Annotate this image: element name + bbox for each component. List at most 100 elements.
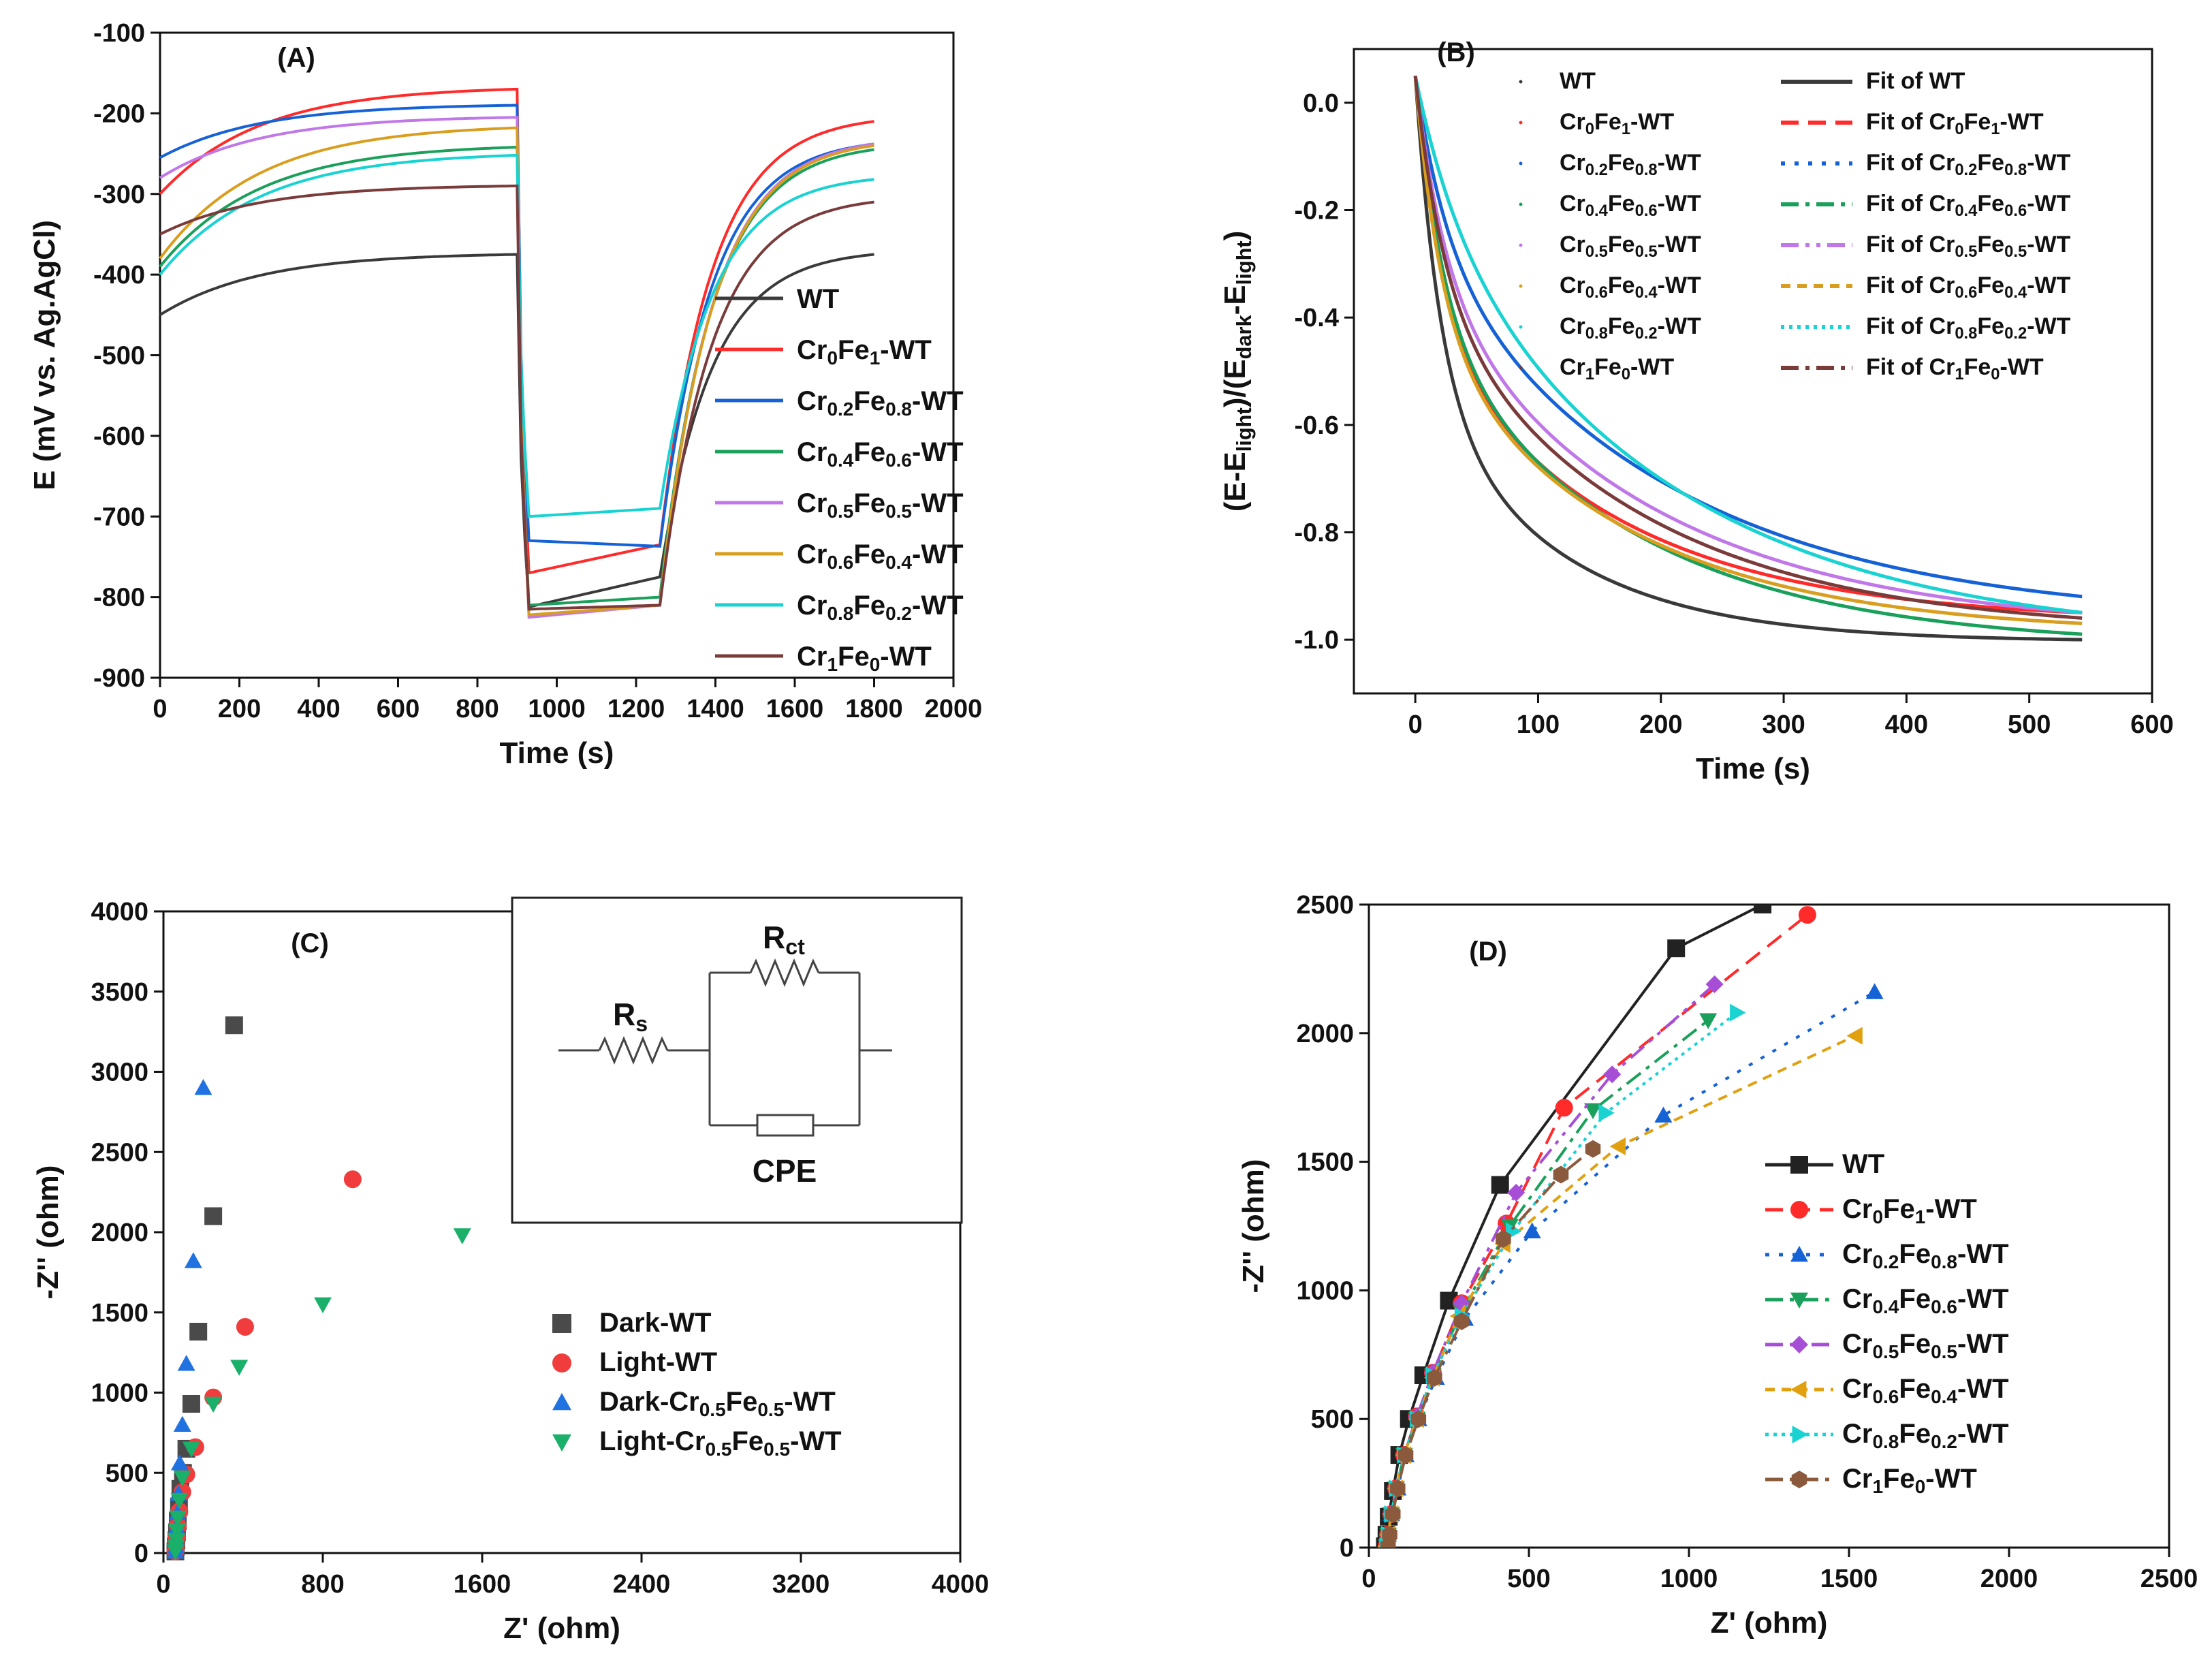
text-span: Fit of Cr [1866, 354, 1955, 380]
text-span: 1 [870, 347, 881, 369]
text-span: Fe [1899, 1374, 1931, 1404]
y-tick-label: 1000 [1296, 1276, 1354, 1305]
text-span: -WT [784, 1387, 836, 1417]
text-span: Fe [853, 488, 885, 518]
text-span: 0.5 [1931, 1341, 1957, 1362]
legend-entry: Light-WT [599, 1347, 717, 1377]
text-span: Fe [1883, 1464, 1915, 1494]
text-span: Fe [1594, 354, 1622, 380]
plot-frame [1353, 48, 2153, 695]
text-span: 0.4 [1585, 202, 1609, 220]
series-line [1385, 983, 1716, 1547]
y-tick-label: -800 [93, 584, 145, 612]
text-span: -WT [1957, 1329, 2009, 1359]
circuit-box [511, 896, 963, 1224]
text-span: Cr [797, 437, 827, 467]
text-span: Cr [797, 386, 827, 416]
text-span: Light-Cr [599, 1426, 706, 1456]
text-span: 0.8 [1955, 324, 1977, 343]
data-point [1865, 983, 1884, 999]
legend-marker [1790, 1292, 1808, 1308]
text-span: 0 [870, 654, 881, 675]
data-point [204, 1396, 223, 1413]
text-span: 0.2 [827, 398, 853, 420]
text-span: R [613, 997, 635, 1032]
text-span: Cr [1842, 1194, 1872, 1224]
text-span: (E-E [1218, 452, 1252, 512]
text-span: 0.4 [1635, 283, 1658, 302]
y-tick-label: 0 [1340, 1534, 1354, 1563]
text-span: -WT [880, 642, 932, 672]
legend-marker [1519, 80, 1523, 84]
panel-title: (D) [1469, 937, 1507, 967]
text-span: Light-WT [599, 1347, 717, 1377]
fit-curve [1414, 76, 2083, 625]
data-point [1427, 1368, 1442, 1387]
x-tick-label: 2500 [2140, 1565, 2198, 1593]
data-point [1382, 1526, 1397, 1544]
legend-entry: Dark-WT [599, 1308, 711, 1338]
text-span: 1 [1585, 365, 1594, 383]
text-span: 0.5 [2004, 242, 2027, 261]
x-tick-label: 500 [1507, 1565, 1550, 1593]
data-point [1385, 1505, 1401, 1523]
data-point [343, 1170, 362, 1189]
text-span: 0.4 [827, 450, 853, 471]
data-point [1667, 939, 1686, 958]
series-line [1385, 913, 1809, 1547]
text-span: dark [1232, 314, 1256, 359]
data-point [1496, 1229, 1511, 1248]
x-tick-label: 600 [2130, 710, 2173, 739]
text-span: 0.2 [1585, 161, 1608, 179]
x-tick-label: 1600 [766, 695, 824, 723]
panel-title: (A) [277, 43, 315, 73]
text-span: -WT [912, 386, 964, 416]
y-tick-label: 0.0 [1303, 89, 1339, 118]
y-tick-label: 4000 [91, 898, 148, 926]
text-span: 0.5 [699, 1399, 726, 1420]
data-point [1397, 1446, 1414, 1464]
x-tick-label: 0 [1361, 1565, 1376, 1593]
text-span: Cr [1560, 109, 1585, 135]
data-point [1730, 1003, 1746, 1022]
x-tick-label: 0 [156, 1570, 170, 1599]
series-line [159, 184, 874, 611]
text-span: -WT [1658, 232, 1701, 257]
cpe-label: CPE [753, 1153, 817, 1189]
legend-marker [1519, 366, 1523, 370]
legend-marker [1790, 1246, 1808, 1262]
legend-fit-entry: Fit of Cr0.2Fe0.8-WT [1866, 150, 2071, 179]
data-point [189, 1323, 208, 1341]
panel-d: 0 500 1000 1500 2000 2500 0 500 1000 1500 2000 2500… [1237, 891, 2198, 1640]
text-span: Fe [731, 1426, 763, 1456]
y-tick-label: 500 [106, 1459, 148, 1488]
legend-marker [1790, 1381, 1807, 1398]
text-span: -WT [2027, 232, 2070, 257]
data-point [170, 1492, 189, 1509]
y-tick-label: 2500 [1296, 891, 1354, 920]
y-tick-label: 2500 [91, 1138, 148, 1167]
text-span: Fe [853, 539, 885, 569]
data-point [1585, 1140, 1601, 1158]
text-span: 0 [827, 347, 838, 369]
data-point [168, 1533, 186, 1550]
text-span: 0 [1622, 365, 1630, 383]
y-tick-label: -400 [93, 261, 145, 289]
legend-fit-entry: Fit of Cr0.6Fe0.4-WT [1866, 272, 2071, 302]
x-tick-label: 600 [377, 695, 420, 723]
legend-entry: Cr1Fe0-WT [1560, 354, 1674, 383]
text-span: -WT [2000, 354, 2044, 380]
text-span: 0.4 [1931, 1386, 1957, 1407]
legend-entry: Cr0.6Fe0.4-WT [1842, 1374, 2009, 1407]
text-span: Fe [853, 591, 885, 621]
legend-entry: Light-Cr0.5Fe0.5-WT [599, 1426, 842, 1460]
x-tick-label: 200 [1639, 710, 1682, 739]
data-curve [1413, 76, 2083, 599]
text-span: Cr [797, 591, 827, 621]
legend-marker [1519, 243, 1523, 247]
text-span: Cr [1842, 1419, 1872, 1449]
legend-entry: Cr0.5Fe0.5-WT [1560, 232, 1701, 261]
y-tick-label: -100 [93, 19, 145, 48]
text-span: -WT [1658, 150, 1701, 176]
text-span: Fe [1594, 109, 1622, 135]
